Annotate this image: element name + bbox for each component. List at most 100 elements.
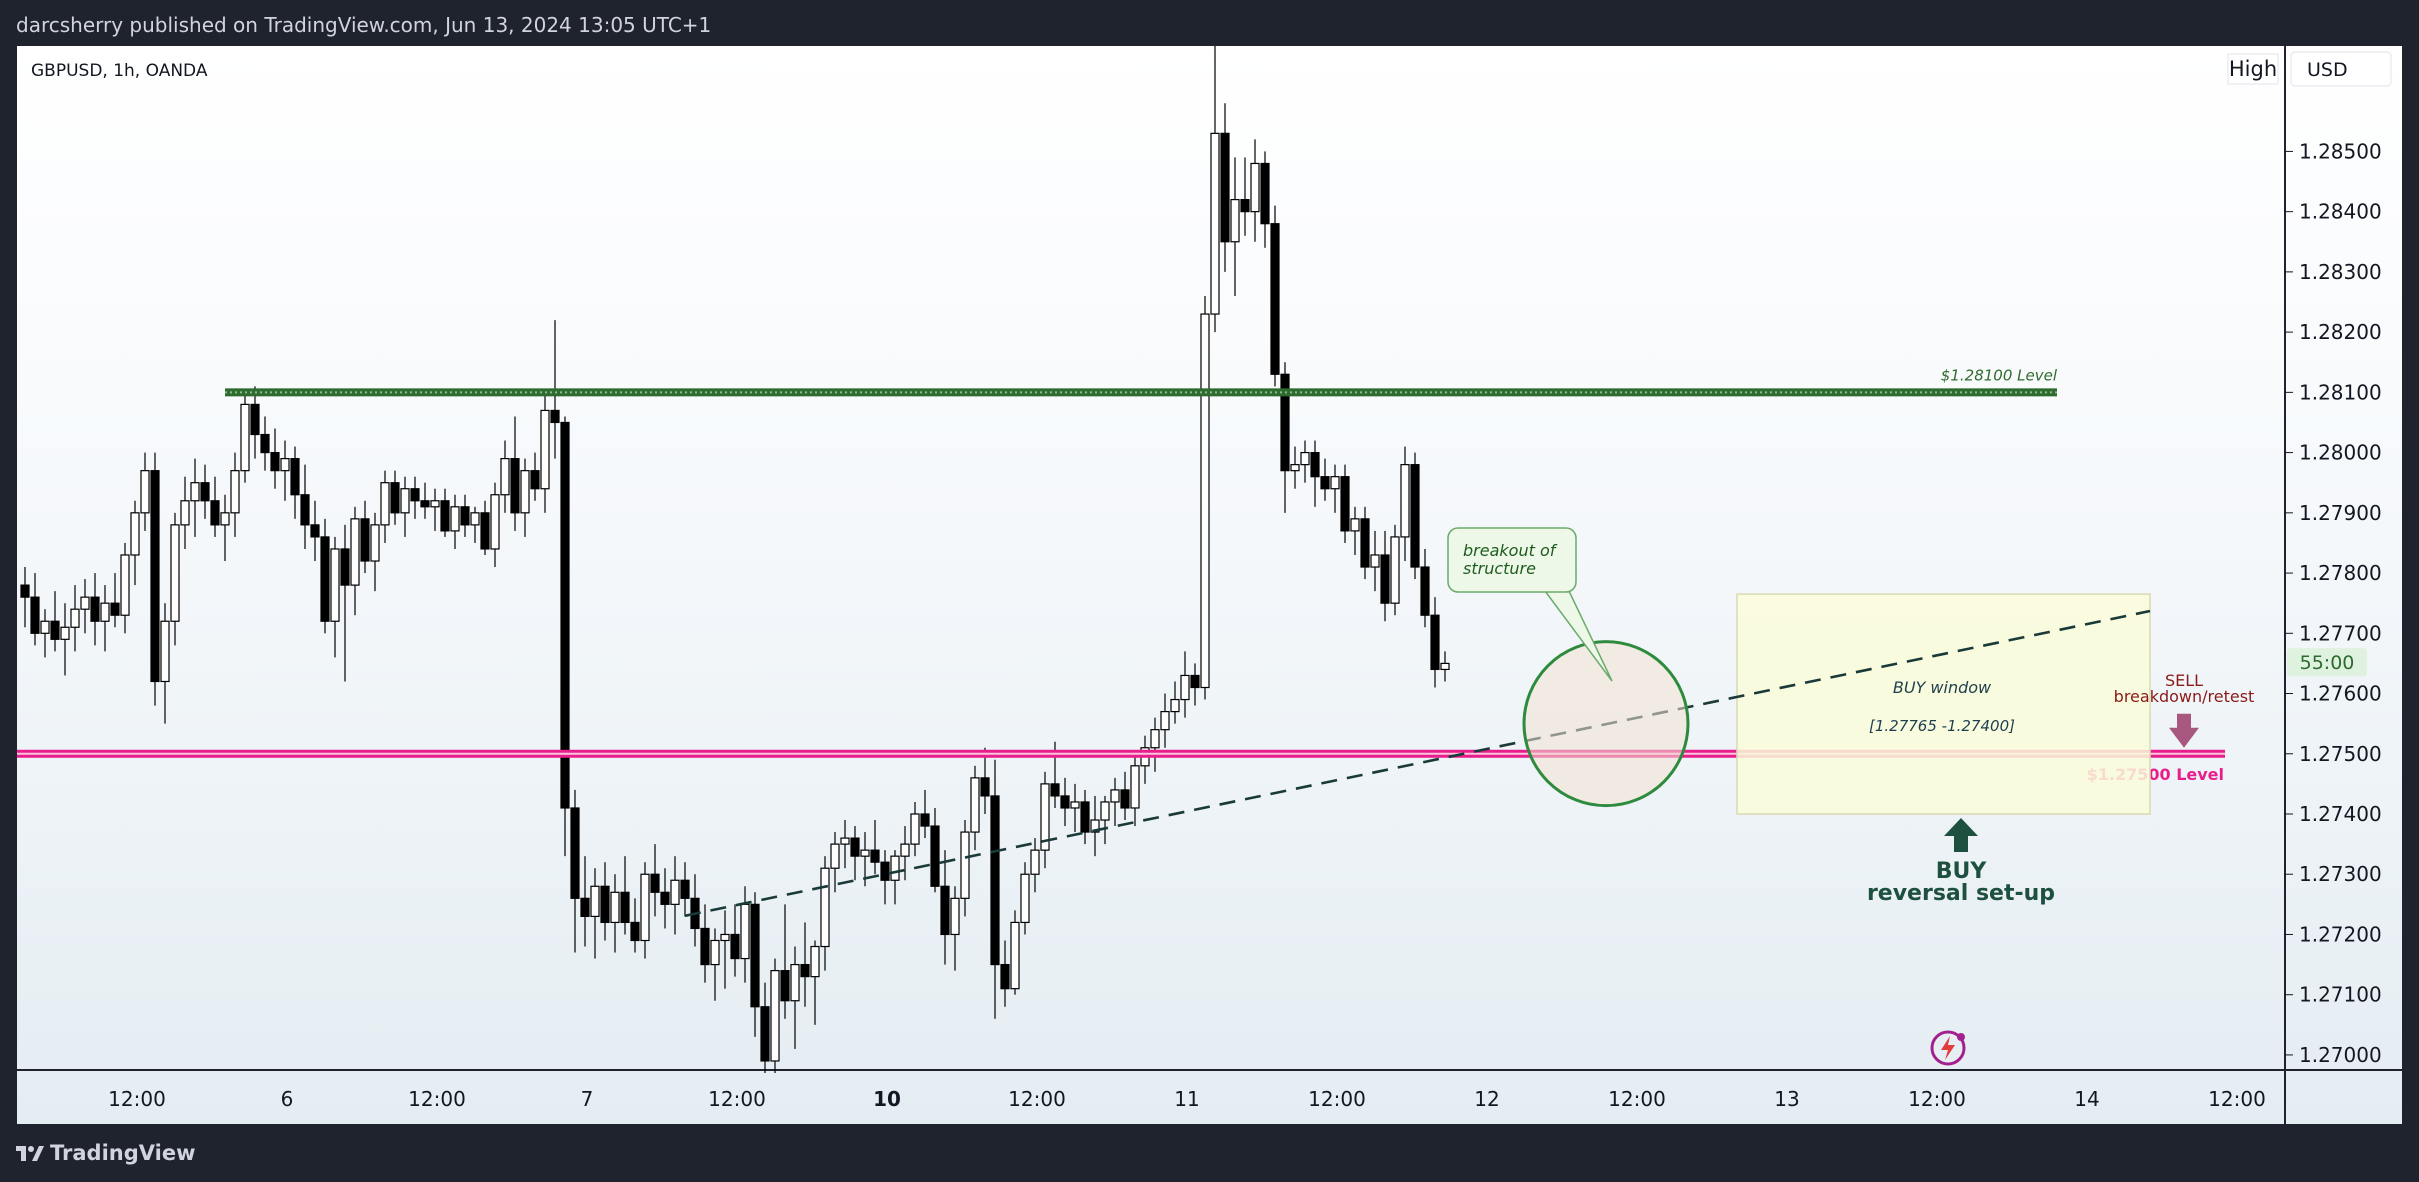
time-axis[interactable]: 12:00 6 12:00 7 12:00 10 12:00 11 12:00 12 12:00 13… [108,1087,2266,1111]
callout-text-2: structure [1463,559,1536,578]
candle [850,826,860,881]
lightning-icon[interactable] [1930,1030,1966,1066]
price-axis[interactable]: 1.28500 1.28400 1.28300 1.28200 1.28100 1.280… [2285,139,2382,1067]
candle [320,518,330,634]
candle-body-down [1060,795,1070,809]
candle [160,603,170,724]
candle [560,416,570,857]
candle-body-down [620,891,630,924]
candle-body-down [1280,373,1290,472]
price-tick-label: 1.27400 [2299,802,2382,826]
candle [1030,838,1040,893]
candle-body-up [1370,554,1380,568]
price-chart[interactable]: GBPUSD, 1h, OANDA High USD $1.28100 Leve… [17,30,2402,1124]
candle [1410,452,1420,580]
candle-body-up [820,867,830,948]
candle [280,440,290,501]
candle-body-up [490,494,500,550]
callout-text-1: breakout of [1463,541,1558,560]
candle [890,850,900,905]
candle-body-down [530,470,540,490]
currency-button[interactable]: USD [2307,59,2348,81]
high-badge[interactable]: High [2229,57,2277,81]
buy-window-zone[interactable] [1736,593,2151,815]
tradingview-logo[interactable]: TradingView [16,1124,195,1182]
price-tick-label: 1.27000 [2299,1043,2382,1067]
candle [640,862,650,959]
candle [190,458,200,537]
candle [150,452,160,706]
breakout-circle[interactable] [1522,640,1690,808]
candle-body-up [670,879,680,905]
candle-body-up [1350,518,1360,532]
candle [1230,157,1240,296]
candle-body-up [1250,162,1260,213]
sell-arrow-icon [2169,713,2199,748]
candle [1000,940,1010,1007]
candle-body-up [1390,536,1400,604]
candle [250,386,260,459]
candle-body-down [1240,199,1250,213]
candle-body-down [480,512,490,550]
candle [260,416,270,471]
candle-body-down [680,879,690,899]
candle-body-up [790,963,800,1002]
candle [820,856,830,971]
candle [180,476,190,549]
candle [870,820,880,875]
candle-body-up [220,512,230,526]
candle-body-up [740,903,750,960]
candle [690,874,700,947]
candle [530,452,540,501]
resistance-level[interactable]: $1.28100 Level [225,366,2058,397]
candle [900,826,910,881]
time-tick-label: 12:00 [708,1087,766,1111]
candle-body-down [210,500,220,526]
candle-body-up [1230,199,1240,243]
candle [510,416,520,531]
candle [540,392,550,513]
breakout-callout[interactable] [1447,527,1577,593]
candle [730,904,740,977]
price-tick-label: 1.28300 [2299,260,2382,284]
candle [1310,440,1320,507]
buy-window-label: BUY window [1893,678,1992,697]
candle [310,500,320,562]
candle [290,446,300,519]
candle-body-up [960,831,970,899]
candle [610,874,620,953]
candle-body-down [870,849,880,863]
rising-trendline[interactable] [684,609,2151,918]
candle [780,904,790,1019]
candle [1180,651,1190,718]
candle [700,904,710,983]
candle-body-down [1080,801,1090,833]
candle [1440,651,1450,682]
candle [580,856,590,947]
candle [670,856,680,935]
price-tick-label: 1.27900 [2299,501,2382,525]
candle [1110,777,1120,827]
price-tick-label: 1.28200 [2299,320,2382,344]
candle-body-down [980,777,990,797]
candle-body-down [30,596,40,634]
candle-body-up [540,409,550,490]
candle-body-down [110,602,120,616]
candlestick-series [20,30,1450,1074]
publisher-header: darcsherry published on TradingView.com,… [16,13,712,37]
candle [1160,693,1170,748]
candle-body-up [130,512,140,556]
candle-body-down [1320,476,1330,490]
candle-body-down [290,458,300,496]
candle-body-down [750,903,760,1008]
candle [1280,362,1290,513]
time-tick-label: 12:00 [2208,1087,2266,1111]
candle-body-up [900,843,910,857]
candle-body-up [80,596,90,610]
candle [470,506,480,543]
candle-body-up [190,482,200,502]
time-tick-label: 12:00 [1908,1087,1966,1111]
candle [1170,681,1180,724]
candle-body-up [40,620,50,634]
symbol-legend[interactable]: GBPUSD, 1h, OANDA [31,61,208,81]
